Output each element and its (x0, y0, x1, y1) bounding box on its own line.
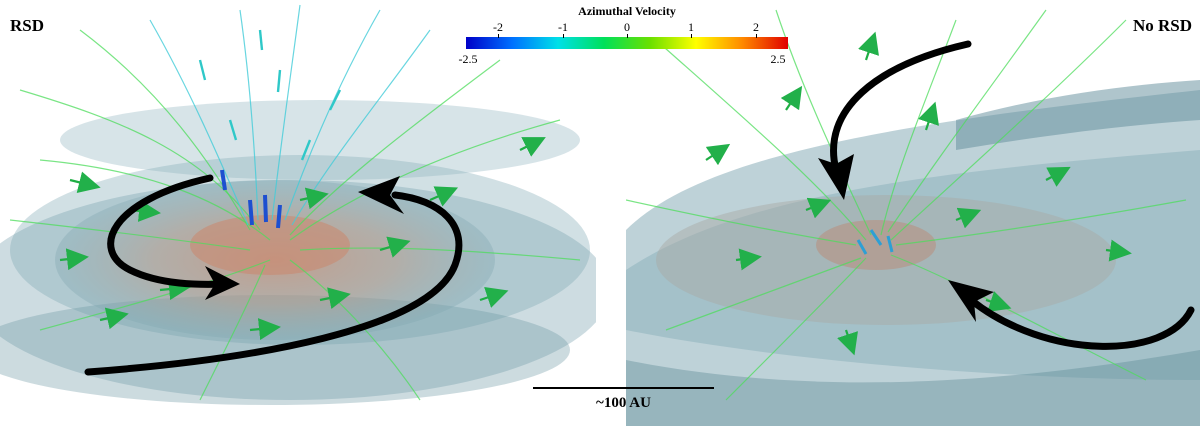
no-rsd-label: No RSD (1132, 16, 1192, 35)
colorbar-tick: 2 (753, 20, 759, 34)
colorbar-tick: -2 (493, 20, 503, 34)
colorbar-tickmark (691, 34, 692, 38)
arrow-heads (205, 176, 404, 300)
colorbar-gradient (466, 37, 788, 49)
no-rsd-visualization (626, 9, 1200, 426)
shell-ring (626, 350, 1200, 426)
rotation-arrow-no-rsd (830, 40, 1195, 350)
rotation-arrow-rsd (84, 174, 463, 376)
streamlines (9, 29, 581, 401)
colorbar-title: Azimuthal Velocity (578, 4, 676, 18)
disk-core (190, 215, 350, 275)
colorbar-tickmark (563, 34, 564, 38)
colorbar-min: -2.5 (458, 52, 478, 66)
velocity-arrows (705, 31, 1132, 356)
cyan-arrows (198, 29, 342, 161)
shell-ring (956, 80, 1200, 150)
shell-ring (60, 100, 580, 180)
colorbar-tickmark (756, 34, 757, 38)
rsd-label: RSD (10, 16, 45, 35)
colorbar-tick: 1 (688, 20, 694, 34)
rsd-panel: RSD (0, 0, 596, 426)
shell-ring (626, 150, 1200, 380)
rsd-visualization (0, 4, 596, 405)
scale-bar-label: ~100 AU (596, 395, 651, 411)
colorbar-tick: 0 (624, 20, 630, 34)
disk-core (816, 220, 936, 270)
colorbar-max: 2.5 (770, 52, 786, 66)
core-arrows (856, 229, 894, 255)
scale-bar (533, 387, 714, 389)
colorbar-tickmark (627, 34, 628, 38)
colorbar: Azimuthal Velocity -2 -1 0 1 2 -2.5 2.5 (459, 0, 788, 70)
no-rsd-panel: No RSD (626, 0, 1200, 426)
arrow-heads (818, 154, 994, 322)
blue-arrows (220, 169, 282, 229)
colorbar-tick: -1 (558, 20, 568, 34)
colorbar-tickmark (498, 34, 499, 38)
